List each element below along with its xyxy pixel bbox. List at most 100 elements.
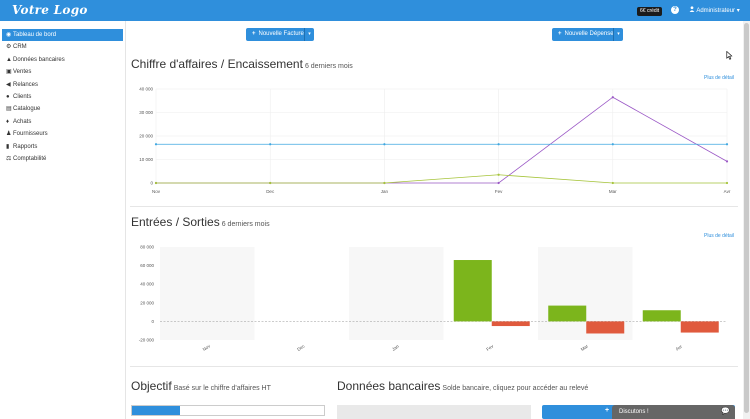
chat-widget[interactable]: Discutons ! 💬 xyxy=(612,405,735,419)
plus-icon: + xyxy=(252,31,256,37)
data-point xyxy=(383,143,386,146)
sidebar-item-label: Clients xyxy=(13,94,32,100)
y-tick-label: 20 000 xyxy=(139,134,153,139)
y-tick-label: 60 000 xyxy=(140,263,154,268)
user-menu[interactable]: Administrateur ▾ xyxy=(689,6,740,15)
sidebar-item-label: Relances xyxy=(13,81,39,88)
app-logo[interactable]: Votre Logo xyxy=(12,3,88,17)
bank-subtitle: Solde bancaire, cliquez pour accéder au … xyxy=(442,385,589,392)
data-point xyxy=(725,181,729,185)
sidebar-item[interactable]: ● Clients xyxy=(2,91,123,103)
data-point xyxy=(725,160,729,163)
band-shade xyxy=(349,247,444,340)
sidebar-item-label: Achats xyxy=(13,118,32,125)
bank-icon: ▲ xyxy=(6,56,12,63)
user-icon xyxy=(689,6,695,12)
clients-icon: ● xyxy=(6,94,10,100)
bar-expense xyxy=(586,321,625,334)
divider xyxy=(130,206,738,207)
inout-bar-chart: -20 000 0 20 000 40 000 60 000 80 000 Nov Dec Ja… xyxy=(139,245,727,352)
megaphone-icon: ◀ xyxy=(6,81,11,88)
bar-income xyxy=(453,260,492,322)
sidebar-item-label: Fournisseurs xyxy=(13,131,48,138)
bank-balance-panel[interactable] xyxy=(337,405,531,419)
sidebar-item-label: Catalogue xyxy=(13,106,41,113)
objective-progress xyxy=(131,405,325,416)
sidebar-item-label: Données bancaires xyxy=(13,56,65,63)
y-tick-label: 10 000 xyxy=(139,157,153,162)
inout-title: Entrées / Sorties 6 derniers mois xyxy=(131,215,270,229)
sidebar-item[interactable]: ▮ Rapports xyxy=(2,141,123,153)
purchases-icon: ♦ xyxy=(6,118,10,125)
y-tick-label: 0 xyxy=(151,319,154,324)
chevron-down-icon: ▾ xyxy=(736,8,740,14)
x-tick-label: Avr xyxy=(675,344,684,352)
chevron-down-icon[interactable]: ▾ xyxy=(613,28,623,41)
y-tick-label: 30 000 xyxy=(139,110,153,115)
x-tick-label: Dec xyxy=(266,189,275,194)
y-tick-label: 20 000 xyxy=(140,300,154,305)
sidebar-item[interactable]: ⚙ CRM xyxy=(2,41,123,53)
sidebar-item-label: Ventes xyxy=(13,69,32,76)
series-line xyxy=(156,96,728,184)
sidebar-item-label: Rapports xyxy=(13,143,38,150)
inout-title-text: Entrées / Sorties xyxy=(131,215,220,229)
revenue-detail-link[interactable]: Plus de détail xyxy=(704,75,735,81)
credit-badge[interactable]: 6€ crédit xyxy=(637,7,663,16)
objective-subtitle: Basé sur le chiffre d'affaires HT xyxy=(173,385,271,392)
y-tick-label: -20 000 xyxy=(139,338,155,343)
x-tick-label: Nov xyxy=(202,343,212,352)
data-point xyxy=(154,181,158,185)
revenue-line-chart: 0 10 000 20 000 30 000 40 000 Nov Dec Jan Fev Mar… xyxy=(139,87,731,195)
data-point xyxy=(611,181,614,185)
sidebar: ◉ Tableau de bord ⚙ CRM ▲Données bancaires ▣V… xyxy=(0,21,126,419)
scrollbar[interactable] xyxy=(743,21,750,419)
scrollbar-thumb[interactable] xyxy=(744,23,749,413)
sidebar-item[interactable]: ⚖ Comptabilité xyxy=(2,153,123,165)
sidebar-item[interactable]: ◀ Relances xyxy=(2,79,123,91)
sidebar-item-label: Tableau de bord xyxy=(13,32,57,38)
new-expense-button[interactable]: + Nouvelle Dépense ▾ xyxy=(552,28,623,41)
catalog-icon: ▤ xyxy=(6,106,12,113)
top-navbar: Votre Logo 6€ crédit ? Administrateur ▾ xyxy=(0,0,750,21)
sidebar-item-label: Comptabilité xyxy=(13,156,47,162)
revenue-title-text: Chiffre d'affaires / Encaissement xyxy=(131,57,303,71)
new-invoice-button[interactable]: + Nouvelle Facture ▾ xyxy=(246,28,314,41)
x-tick-label: Dec xyxy=(296,343,306,352)
x-tick-label: Avr xyxy=(724,189,731,194)
bar-income xyxy=(642,310,681,322)
accounting-icon: ⚖ xyxy=(6,156,12,162)
x-tick-label: Jan xyxy=(391,343,400,352)
objective-title: Objectif Basé sur le chiffre d'affaires H… xyxy=(131,379,271,393)
y-tick-label: 0 xyxy=(150,181,153,186)
inout-detail-link[interactable]: Plus de détail xyxy=(704,233,735,239)
x-tick-label: Fev xyxy=(485,343,495,352)
data-point xyxy=(154,143,158,146)
data-point xyxy=(497,173,500,176)
sidebar-item[interactable]: ▲Données bancaires xyxy=(2,54,123,66)
sidebar-item[interactable]: ◉ Tableau de bord xyxy=(2,29,123,41)
chevron-down-icon[interactable]: ▾ xyxy=(304,28,314,41)
suppliers-icon: ♟ xyxy=(6,131,12,138)
bar-expense xyxy=(680,321,719,333)
reports-icon: ▮ xyxy=(6,143,10,150)
x-tick-label: Fev xyxy=(495,189,503,194)
sales-icon: ▣ xyxy=(6,69,12,76)
plus-icon: + xyxy=(605,407,610,414)
data-point xyxy=(611,143,614,146)
plus-icon: + xyxy=(558,31,562,37)
sidebar-item[interactable]: ♦ Achats xyxy=(2,116,123,128)
data-point xyxy=(725,143,729,146)
objective-progress-fill xyxy=(132,406,180,415)
help-icon[interactable]: ? xyxy=(671,6,679,14)
data-point xyxy=(611,96,614,99)
sidebar-item[interactable]: ▤Catalogue xyxy=(2,103,123,115)
sidebar-item[interactable]: ♟ Fournisseurs xyxy=(2,128,123,140)
bar-expense xyxy=(491,321,530,327)
y-tick-label: 40 000 xyxy=(139,87,153,92)
divider xyxy=(130,366,738,367)
bank-title: Données bancaires Solde bancaire, cliquez… xyxy=(337,379,588,393)
sidebar-item[interactable]: ▣Ventes xyxy=(2,66,123,78)
user-name: Administrateur xyxy=(696,8,736,14)
objective-title-text: Objectif xyxy=(131,379,172,393)
